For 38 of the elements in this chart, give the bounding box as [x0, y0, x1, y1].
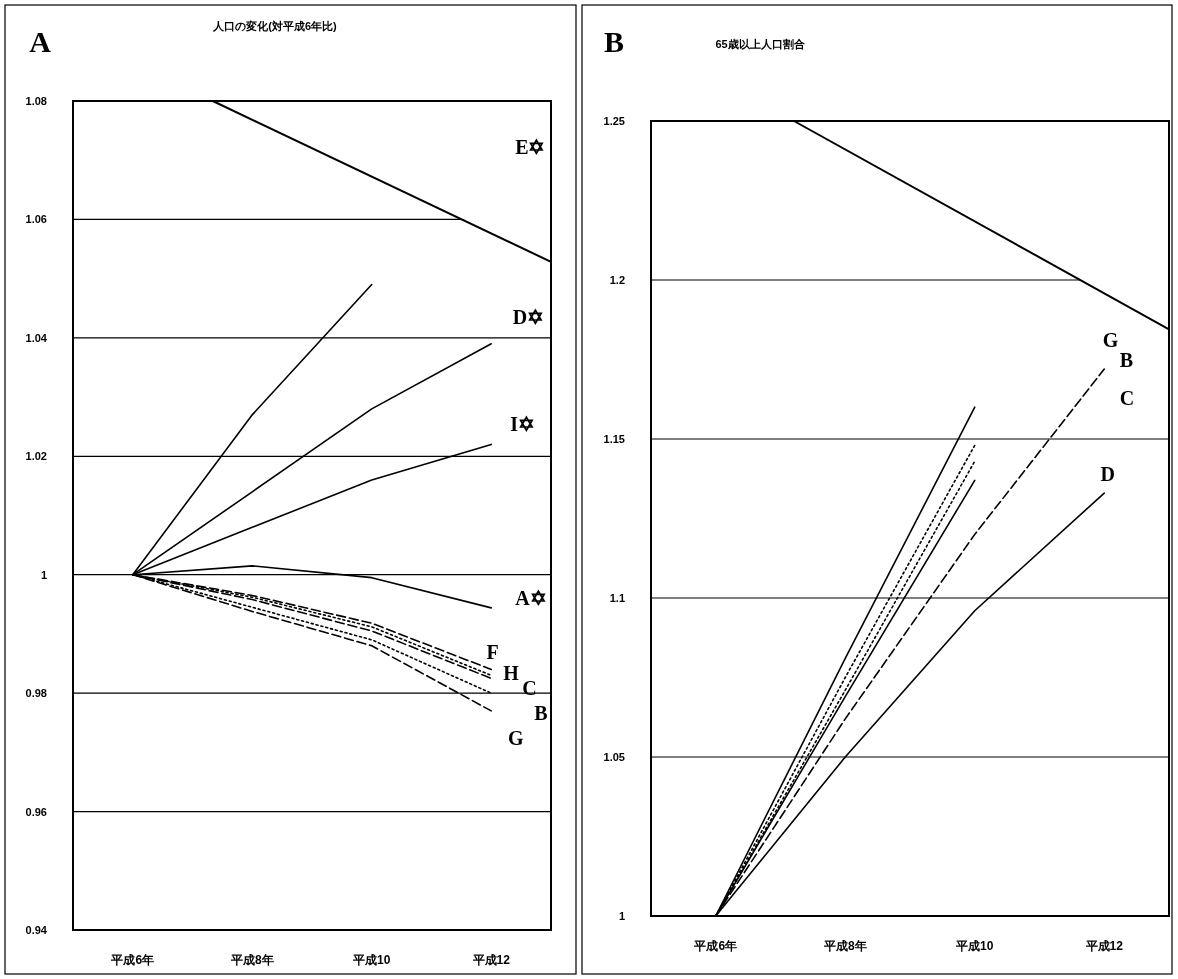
annotation: B	[1119, 348, 1134, 371]
y-tick-label: 1.02	[25, 450, 47, 463]
annotation: D	[1100, 462, 1116, 485]
annotation: C	[1119, 386, 1135, 409]
y-tick-label: 1	[40, 568, 47, 581]
y-tick-label: 1.05	[603, 751, 625, 763]
x-tick-label: 平成10	[955, 939, 994, 953]
annotation: G	[507, 726, 524, 749]
x-tick-label: 平成10	[352, 953, 391, 967]
annotation: E✡	[515, 135, 546, 158]
annotation: A✡	[515, 587, 547, 610]
x-tick-label: 平成6年	[110, 953, 155, 967]
annotation: G	[1102, 328, 1119, 351]
chart-title: 65歳以上人口割合	[715, 38, 806, 51]
x-tick-label: 平成12	[1084, 939, 1124, 953]
annotation: B	[534, 701, 548, 724]
annotation: D✡	[512, 305, 545, 328]
y-tick-label: 1.2	[609, 274, 625, 286]
annotation: F	[486, 641, 499, 664]
x-tick-label: 平成8年	[229, 953, 274, 967]
y-tick-label: 1.08	[25, 95, 47, 107]
annotation: I✡	[510, 413, 536, 436]
text: A	[29, 25, 52, 58]
y-tick-label: 1	[618, 910, 625, 922]
y-tick-label: 0.96	[25, 805, 47, 818]
y-tick-label: 1.04	[25, 331, 48, 344]
chart-title: 人口の変化(対平成6年比)	[212, 20, 338, 33]
y-tick-label: 0.98	[25, 687, 47, 700]
y-tick-label: 1.25	[603, 115, 625, 127]
annotation: H	[503, 662, 520, 685]
text: B	[603, 25, 625, 58]
x-tick-label: 平成8年	[822, 939, 867, 953]
y-tick-label: 1.06	[25, 213, 47, 226]
x-tick-label: 平成12	[471, 953, 511, 967]
x-tick-label: 平成6年	[693, 939, 738, 953]
y-tick-label: 1.1	[609, 592, 625, 604]
y-tick-label: 1.15	[603, 433, 625, 445]
y-tick-label: 0.94	[25, 924, 48, 936]
